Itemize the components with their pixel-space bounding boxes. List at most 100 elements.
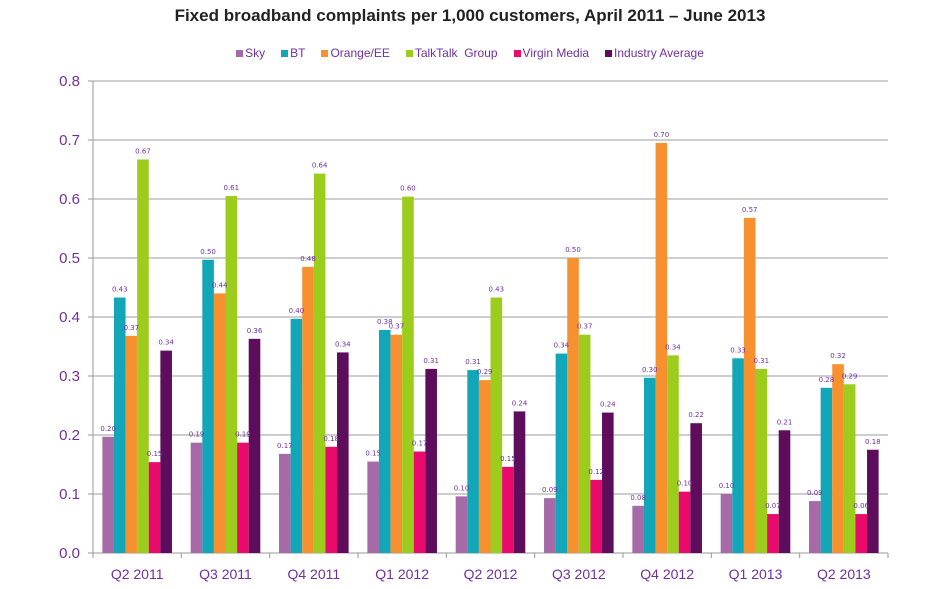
- bar: [425, 368, 437, 553]
- legend-item-bt: BT: [281, 46, 305, 60]
- legend-label-orange-ee: Orange/EE: [330, 46, 390, 60]
- bar: [137, 159, 149, 553]
- data-label: 0.18: [865, 438, 881, 446]
- bar: [325, 446, 338, 553]
- y-axis: 0.0 0.1 0.2 0.3 0.4 0.5 0.6 0.7 0.8: [59, 73, 94, 562]
- data-label: 0.08: [630, 494, 646, 502]
- data-label: 0.17: [412, 440, 428, 448]
- data-label: 0.20: [100, 425, 116, 433]
- bar: [237, 442, 249, 553]
- bar: [544, 498, 556, 553]
- bar: [667, 355, 679, 553]
- bar: [843, 384, 856, 553]
- legend-swatch-bt: [281, 49, 289, 57]
- bar: [578, 334, 591, 553]
- bar: [367, 461, 379, 553]
- chart-title: Fixed broadband complaints per 1,000 cus…: [174, 6, 766, 25]
- bar: [390, 334, 403, 553]
- bar: [148, 462, 161, 553]
- bar: [125, 335, 138, 553]
- legend-label-industry-average: Industry Average: [614, 46, 704, 60]
- data-label: 0.30: [642, 366, 658, 374]
- legend-label-talktalk: TalkTalk Group: [414, 46, 498, 60]
- legend-swatch-sky: [236, 49, 244, 57]
- bar: [225, 196, 238, 554]
- x-tick-label: Q1 2012: [375, 566, 429, 582]
- data-label: 0.15: [500, 455, 516, 463]
- bar: [767, 514, 779, 553]
- data-label: 0.38: [377, 318, 393, 326]
- data-label: 0.34: [158, 339, 174, 347]
- y-tick-label: 0.4: [59, 309, 80, 326]
- bar: [867, 449, 879, 553]
- bar: [490, 297, 503, 553]
- legend-item-industry-average: Industry Average: [605, 46, 704, 60]
- data-label: 0.21: [777, 418, 793, 426]
- data-label: 0.31: [465, 358, 481, 366]
- data-label: 0.29: [477, 368, 493, 376]
- legend-swatch-talktalk: [405, 49, 413, 57]
- bar: [478, 380, 491, 553]
- data-label: 0.19: [235, 431, 251, 439]
- legend-item-orange-ee: Orange/EE: [321, 46, 390, 60]
- legend-swatch-industry-average: [605, 49, 613, 57]
- bar: [113, 297, 126, 553]
- y-tick-label: 0.3: [59, 368, 80, 385]
- bar: [655, 142, 668, 553]
- data-labels: 0.20 0.43 0.37 0.67 0.15 0.34 0.19 0.50 0.44 0.61…: [100, 131, 880, 510]
- bar: [820, 387, 833, 553]
- legend: Sky BT Orange/EE TalkTalk Group Virgin M…: [0, 46, 940, 60]
- bar: [378, 329, 391, 553]
- bar: [678, 491, 691, 553]
- bar: [755, 368, 768, 553]
- data-label: 0.32: [830, 352, 846, 360]
- bar: [513, 411, 526, 553]
- y-tick-label: 0.8: [59, 73, 80, 90]
- data-label: 0.19: [189, 431, 205, 439]
- bar: [455, 496, 468, 553]
- data-label: 0.33: [730, 346, 746, 354]
- data-label: 0.34: [665, 343, 681, 351]
- bar: [555, 353, 568, 553]
- data-label: 0.24: [600, 401, 616, 409]
- data-label: 0.06: [853, 502, 869, 510]
- legend-item-talktalk: TalkTalk Group: [405, 46, 498, 60]
- legend-label-virgin-media: Virgin Media: [522, 46, 590, 60]
- bar: [248, 338, 261, 553]
- data-label: 0.36: [247, 327, 263, 335]
- data-label: 0.17: [277, 442, 293, 450]
- bar: [602, 412, 614, 553]
- y-tick-label: 0.5: [59, 250, 80, 267]
- data-label: 0.50: [565, 246, 581, 254]
- bar: [337, 352, 349, 553]
- bar: [213, 293, 226, 553]
- data-label: 0.64: [312, 162, 328, 170]
- bar: [778, 430, 791, 553]
- y-tick-label: 0.0: [59, 545, 80, 562]
- y-tick-label: 0.6: [59, 191, 80, 208]
- bar: [832, 364, 844, 553]
- bar: [302, 266, 314, 553]
- data-label: 0.57: [742, 206, 758, 214]
- legend-swatch-virgin-media: [513, 49, 521, 57]
- bar: [279, 453, 291, 553]
- bar: [160, 350, 172, 553]
- legend-label-bt: BT: [290, 46, 306, 60]
- y-tick-label: 0.7: [59, 132, 80, 149]
- data-label: 0.60: [400, 185, 416, 193]
- bar: [502, 466, 514, 553]
- data-label: 0.18: [323, 435, 339, 443]
- x-tick-label: Q4 2011: [287, 566, 340, 582]
- bar: [567, 258, 579, 553]
- bar: [720, 494, 733, 553]
- bar: [632, 505, 644, 553]
- data-label: 0.34: [554, 342, 570, 350]
- bar: [855, 514, 868, 553]
- data-label: 0.07: [765, 502, 781, 510]
- data-label: 0.40: [289, 307, 305, 315]
- data-label: 0.15: [147, 450, 163, 458]
- bar: [102, 436, 114, 553]
- x-tick-label: Q2 2013: [817, 566, 871, 582]
- data-label: 0.34: [335, 340, 351, 348]
